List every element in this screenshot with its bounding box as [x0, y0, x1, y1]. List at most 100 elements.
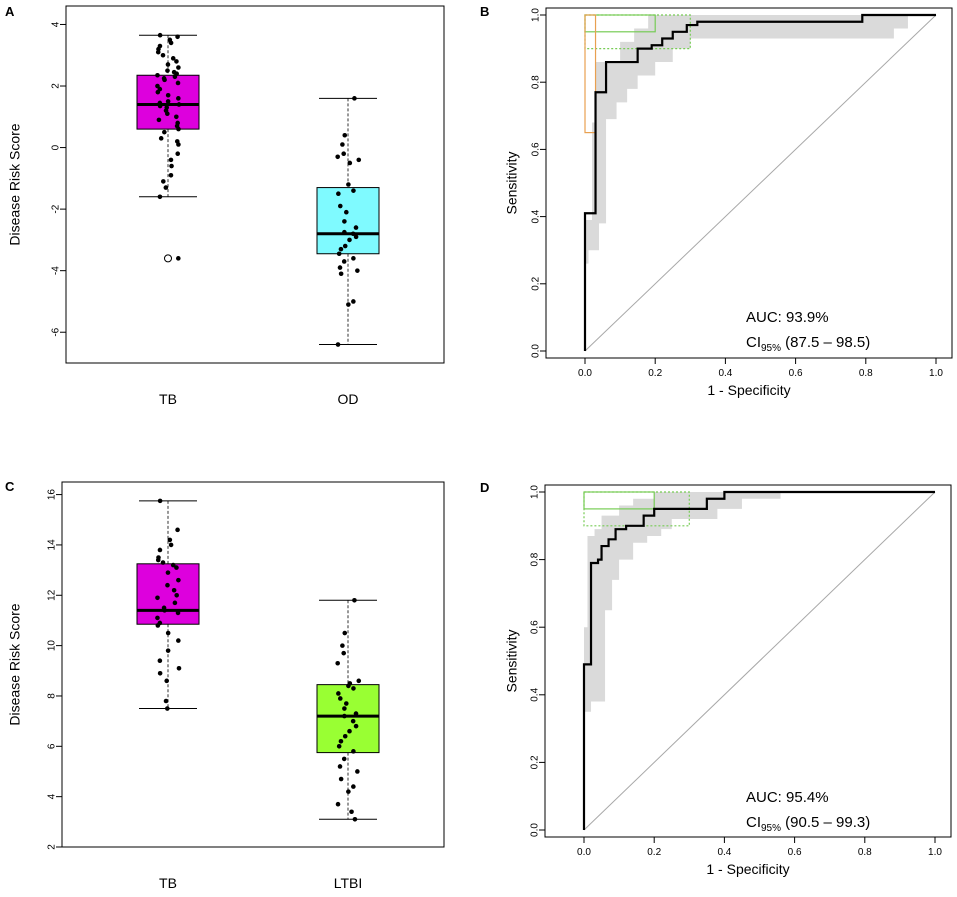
data-point	[176, 256, 181, 261]
data-point	[155, 623, 161, 628]
data-point	[176, 65, 181, 70]
data-point	[351, 299, 356, 304]
data-point	[163, 698, 169, 704]
data-point	[351, 749, 356, 754]
y-axis-label: Disease Risk Score	[7, 123, 23, 245]
y-tick-label: 0.8	[530, 552, 541, 566]
y-tick-label: 2	[47, 844, 58, 850]
y-axis-label: Disease Risk Score	[7, 603, 23, 725]
panel-d-roc: D 0.0 0.0 0.2 0.2 0.4 0.4 0.6 0.6 0.8 0.8 1.0 1.0 1 -…	[480, 480, 952, 877]
y-tick-label: 10	[47, 640, 58, 652]
data-point	[346, 302, 351, 307]
data-point	[342, 243, 348, 249]
x-tick-label: 0.8	[859, 368, 873, 379]
y-tick-label: 12	[47, 589, 58, 601]
y-tick-label: 0.2	[531, 276, 542, 290]
threshold-box	[583, 491, 690, 527]
data-point	[170, 562, 176, 568]
y-tick-label: 0.6	[530, 620, 541, 634]
y-tick-label: 4	[51, 21, 62, 27]
data-point	[164, 678, 170, 684]
data-point	[353, 234, 359, 240]
data-point	[355, 769, 360, 774]
y-tick-label: 4	[47, 793, 58, 799]
ci-label: CI95% (87.5 – 98.5)	[746, 334, 870, 354]
x-tick-label: 0.2	[647, 847, 661, 858]
data-point	[167, 537, 173, 543]
data-point	[353, 723, 359, 729]
x-tick-label: 1.0	[929, 368, 943, 379]
data-point	[162, 129, 167, 135]
data-point	[336, 251, 342, 257]
y-tick-label: 1.0	[530, 485, 541, 499]
data-point	[336, 191, 341, 197]
data-point	[337, 696, 343, 701]
panel-label: B	[480, 4, 489, 19]
data-point	[165, 111, 170, 117]
data-point	[172, 600, 178, 606]
data-point	[162, 77, 167, 83]
x-axis-label: 1 - Specificity	[706, 861, 789, 877]
x-tick-label: 1.0	[928, 847, 942, 858]
outlier-marker	[164, 254, 172, 263]
data-point	[160, 560, 166, 565]
category-label: OD	[338, 391, 359, 407]
y-tick-label: 8	[47, 693, 58, 699]
ci-value: (87.5 – 98.5)	[781, 334, 870, 351]
data-point	[170, 56, 176, 61]
data-point	[335, 801, 341, 807]
data-point	[176, 102, 182, 107]
data-point	[346, 789, 351, 794]
data-point	[347, 160, 353, 166]
diagonal-reference	[584, 14, 937, 352]
data-point	[155, 557, 161, 563]
data-point	[163, 185, 169, 190]
data-point	[352, 598, 357, 603]
data-point	[349, 809, 354, 815]
data-point	[342, 630, 348, 636]
plot-frame	[544, 484, 952, 838]
plot-frame	[65, 5, 445, 364]
x-tick-label: 0.4	[717, 847, 731, 858]
diagonal-reference	[583, 491, 936, 831]
x-tick-label: 0.0	[577, 847, 591, 858]
data-point	[157, 32, 163, 38]
data-point	[342, 706, 347, 711]
data-point	[157, 658, 163, 664]
data-point	[157, 103, 163, 109]
data-point	[335, 154, 340, 160]
data-point	[344, 701, 349, 706]
x-tick-label: 0.6	[788, 847, 802, 858]
data-point	[172, 74, 178, 80]
data-point	[165, 68, 170, 73]
data-point	[338, 271, 344, 277]
data-point	[340, 643, 345, 648]
ci-label: CI95% (90.5 – 99.3)	[746, 814, 870, 834]
category-label: TB	[159, 875, 177, 891]
data-point	[175, 610, 181, 616]
data-point	[347, 728, 352, 734]
data-point	[176, 96, 181, 101]
data-point	[351, 686, 356, 691]
data-point	[160, 52, 166, 58]
data-point	[347, 237, 352, 243]
data-point	[342, 733, 348, 739]
data-point	[168, 40, 174, 46]
data-point	[155, 595, 160, 601]
data-point	[351, 256, 356, 261]
panel-c-boxplot: C 2 4 6 8 10 12 14 16 Disease Risk Score TB LTBI	[5, 479, 445, 891]
x-axis-label: 1 - Specificity	[707, 382, 790, 398]
data-point	[168, 157, 174, 163]
data-point	[340, 142, 345, 147]
data-point	[336, 691, 341, 696]
data-point	[351, 784, 356, 789]
plot-frame	[545, 7, 953, 359]
data-point	[174, 592, 179, 598]
y-tick-label: 0.0	[531, 344, 542, 358]
data-point	[337, 265, 343, 270]
data-point	[336, 744, 342, 749]
auc-label: AUC: 95.4%	[746, 789, 829, 806]
y-tick-label: 6	[47, 743, 58, 749]
data-point	[169, 163, 174, 169]
